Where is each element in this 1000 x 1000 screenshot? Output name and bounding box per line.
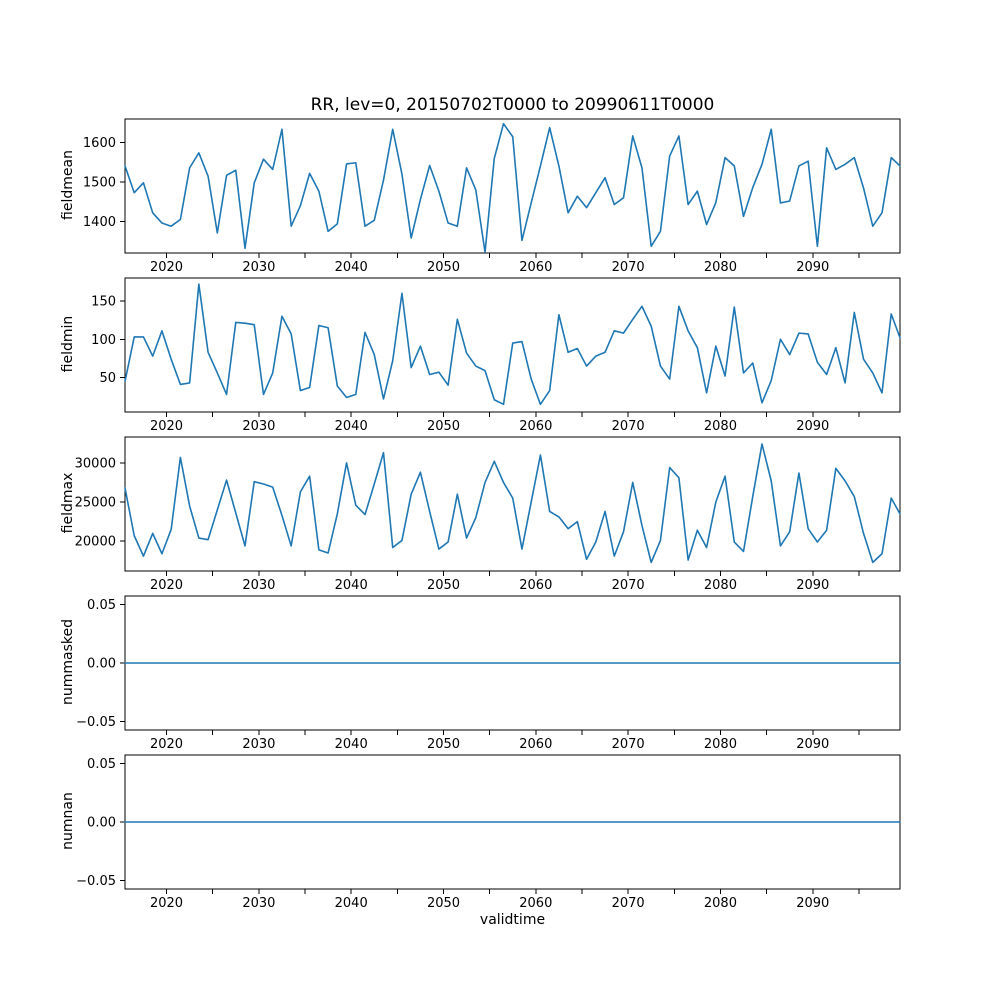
x-tick-label: 2070 xyxy=(612,737,645,752)
x-tick-label: 2060 xyxy=(519,419,552,434)
subplot-box-fieldmax xyxy=(124,436,901,572)
x-tick-label: 2020 xyxy=(150,578,183,593)
subplot-box-fieldmean xyxy=(124,118,901,254)
x-tick-label: 2080 xyxy=(704,419,737,434)
x-tick-label: 2070 xyxy=(612,419,645,434)
x-tick-label: 2030 xyxy=(242,260,275,275)
x-tick-label: 2090 xyxy=(796,419,829,434)
x-tick-label: 2090 xyxy=(796,260,829,275)
y-tick-label: 1500 xyxy=(83,176,116,191)
x-tick-label: 2020 xyxy=(150,896,183,911)
x-tick-label: 2030 xyxy=(242,419,275,434)
x-tick-label: 2040 xyxy=(335,260,368,275)
x-tick-label: 2080 xyxy=(704,896,737,911)
x-tick-label: 2090 xyxy=(796,737,829,752)
y-tick-label: 1600 xyxy=(83,136,116,151)
y-tick-label: 20000 xyxy=(75,535,116,550)
y-tick-label: 30000 xyxy=(75,456,116,471)
x-tick-label: 2040 xyxy=(335,578,368,593)
x-tick-label: 2050 xyxy=(427,737,460,752)
y-tick-label: 0.05 xyxy=(87,757,116,772)
x-tick-label: 2070 xyxy=(612,260,645,275)
series-line-fieldmin xyxy=(124,283,901,406)
x-tick-label: 2060 xyxy=(519,260,552,275)
x-tick-label: 2060 xyxy=(519,737,552,752)
x-tick-label: 2090 xyxy=(796,896,829,911)
x-tick-label: 2030 xyxy=(242,737,275,752)
y-tick-label: 0.05 xyxy=(87,598,116,613)
xlabel-validtime: validtime xyxy=(479,912,546,928)
x-tick-label: 2060 xyxy=(519,578,552,593)
y-tick-label: 150 xyxy=(91,294,116,309)
y-tick-label: −0.05 xyxy=(76,874,116,889)
x-tick-label: 2050 xyxy=(427,260,460,275)
y-tick-label: 1400 xyxy=(83,215,116,230)
y-tick-label: 0.00 xyxy=(87,816,116,831)
x-tick-label: 2070 xyxy=(612,896,645,911)
y-tick-label: 0.00 xyxy=(87,657,116,672)
x-tick-label: 2040 xyxy=(335,419,368,434)
subplot-box-fieldmin xyxy=(124,277,901,413)
x-tick-label: 2050 xyxy=(427,896,460,911)
x-tick-label: 2080 xyxy=(704,737,737,752)
y-tick-label: 100 xyxy=(91,333,116,348)
x-tick-label: 2050 xyxy=(427,419,460,434)
y-tick-label: 50 xyxy=(99,371,116,386)
x-tick-label: 2020 xyxy=(150,419,183,434)
x-tick-label: 2040 xyxy=(335,737,368,752)
x-tick-label: 2020 xyxy=(150,737,183,752)
x-tick-label: 2030 xyxy=(242,896,275,911)
x-tick-label: 2090 xyxy=(796,578,829,593)
series-line-fieldmax xyxy=(124,443,901,564)
chart-title: RR, lev=0, 20150702T0000 to 20990611T000… xyxy=(310,95,715,115)
y-tick-label: 25000 xyxy=(75,496,116,511)
x-tick-label: 2020 xyxy=(150,260,183,275)
series-line-fieldmean xyxy=(124,122,901,254)
y-tick-label: −0.05 xyxy=(76,715,116,730)
x-tick-label: 2050 xyxy=(427,578,460,593)
x-tick-label: 2040 xyxy=(335,896,368,911)
x-tick-label: 2080 xyxy=(704,260,737,275)
x-tick-label: 2030 xyxy=(242,578,275,593)
x-tick-label: 2060 xyxy=(519,896,552,911)
x-tick-label: 2080 xyxy=(704,578,737,593)
x-tick-label: 2070 xyxy=(612,578,645,593)
